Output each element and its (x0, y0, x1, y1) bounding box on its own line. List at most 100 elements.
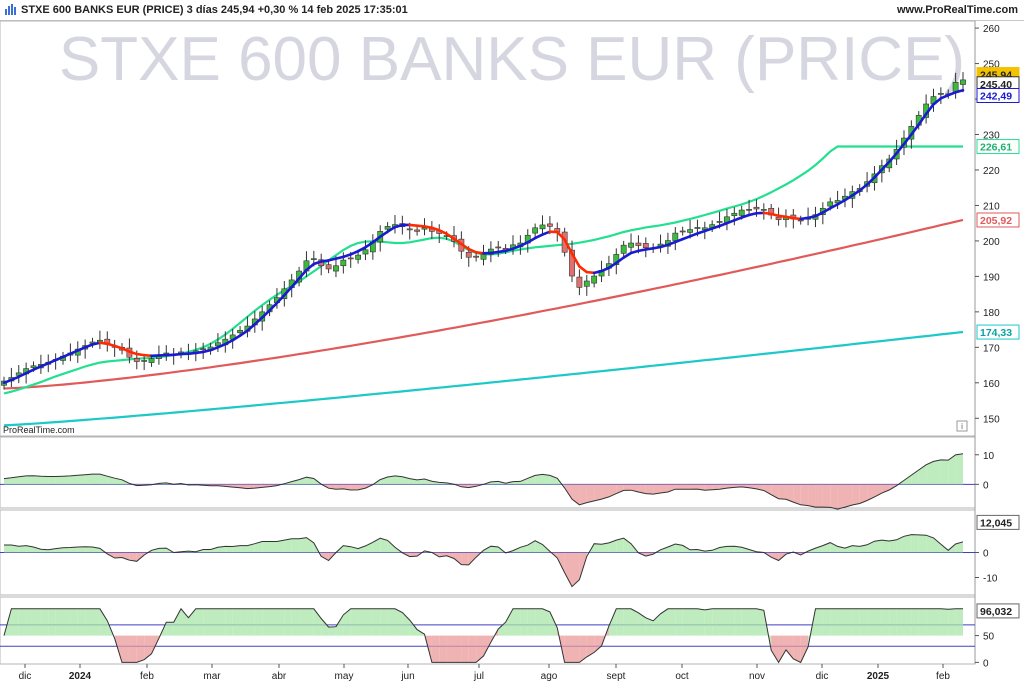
price-tick-label: 160 (983, 379, 1000, 390)
ma-fast-segment (843, 194, 854, 202)
osc-fill (682, 608, 691, 636)
price-axis[interactable]: 150160170180190200210220230240250260010-… (975, 24, 1000, 669)
osc-fill (483, 635, 491, 656)
osc-fill (933, 459, 941, 485)
osc-fill (616, 484, 624, 494)
osc-line (3, 453, 964, 510)
osc-fill (505, 608, 514, 636)
osc-fill (48, 476, 56, 485)
osc-fill (468, 552, 477, 565)
osc-fill (918, 464, 927, 485)
osc-fill (852, 545, 860, 553)
osc-fill (402, 476, 410, 485)
osc-fill (4, 545, 12, 553)
ma-fast-segment (563, 238, 574, 255)
osc-fill (903, 534, 912, 553)
price-tick-label: 150 (983, 414, 1000, 425)
osc-fill (579, 484, 587, 505)
osc-fill (690, 608, 698, 636)
osc-fill (394, 608, 403, 636)
osc-tick-label: 50 (983, 632, 995, 643)
chart-area[interactable]: STXE 600 BANKS EUR (PRICE) ProRealTime.c… (0, 20, 1024, 683)
prorealtime-logo-icon (5, 4, 16, 15)
ma-fast-segment (570, 252, 581, 268)
osc-fill (889, 608, 897, 636)
time-tick-label: jun (400, 671, 414, 682)
ma-fast-segment (814, 211, 825, 218)
watermark-title: STXE 600 BANKS EUR (PRICE) (59, 25, 965, 94)
ma-fast-segment (718, 221, 729, 228)
osc-fill (11, 476, 19, 485)
osc-fill (955, 608, 963, 636)
osc-fill (712, 484, 720, 490)
ma-vlong-path (3, 330, 964, 427)
oscillator-3-panel (0, 607, 975, 664)
price-tick-label: 190 (983, 272, 1000, 283)
osc-fill (653, 484, 661, 495)
oscillator-2-panel (0, 534, 975, 588)
osc-fill (63, 547, 71, 553)
price-tag-label: 245,40 (980, 79, 1012, 91)
osc-fill (830, 484, 838, 510)
time-tick-label: abr (272, 671, 287, 682)
osc-fill (918, 608, 927, 636)
osc-fill (741, 608, 750, 636)
time-tick-label: mar (203, 671, 221, 682)
osc-fill (557, 552, 565, 573)
info-icon[interactable] (956, 420, 968, 432)
osc-fill (254, 541, 263, 553)
osc-fill (350, 608, 359, 636)
osc-fill (926, 608, 934, 636)
ma-fast-segment (733, 216, 743, 222)
ma-fast-segment (622, 251, 633, 259)
price-tag-label: 242,49 (980, 90, 1012, 102)
osc-fill (763, 484, 772, 495)
osc-fill (778, 484, 786, 500)
osc-fill (225, 546, 233, 553)
osc-fill (756, 608, 764, 636)
osc-fill (225, 608, 233, 636)
osc-fill (387, 475, 395, 485)
osc-fill (70, 608, 78, 636)
osc-fill (92, 608, 100, 636)
osc-fill (136, 635, 145, 663)
osc-fill (785, 635, 794, 659)
osc-fill (903, 475, 912, 485)
osc-fill (572, 552, 580, 587)
osc-fill (203, 608, 211, 636)
time-tick-label: dic (816, 671, 829, 682)
price-tag-label: 12,045 (980, 517, 1012, 529)
ma-fast-segment (873, 168, 884, 179)
ma-fast-segment (224, 338, 234, 346)
osc-fill (306, 537, 314, 553)
osc-tick-label: 0 (983, 549, 989, 560)
osc-fill (232, 545, 241, 553)
osc-fill (911, 534, 919, 553)
candle-body (384, 226, 391, 230)
candle-body (569, 249, 575, 277)
candlesticks (1, 72, 966, 390)
osc-fill (513, 481, 521, 485)
osc-fill (542, 474, 550, 485)
osc-fill (940, 459, 949, 485)
osc-fill (867, 608, 875, 636)
grid-lines (0, 20, 976, 665)
site-link[interactable]: www.ProRealTime.com (896, 4, 1018, 16)
osc-fill (697, 608, 705, 636)
osc-fill (734, 608, 742, 636)
candle-body (215, 342, 221, 347)
osc-fill (616, 608, 624, 636)
time-axis[interactable]: dic 2024 feb mar abr may jun jul ago sept oct nov di… (19, 664, 951, 682)
osc-fill (195, 608, 204, 636)
osc-fill (380, 538, 388, 553)
osc-fill (48, 608, 56, 636)
osc-fill (394, 475, 403, 485)
osc-fill (343, 545, 351, 553)
osc-fill (778, 635, 786, 663)
candle-body (694, 227, 701, 229)
osc-fill (431, 481, 440, 485)
ma-fast-segment (246, 322, 257, 332)
osc-fill (572, 635, 580, 663)
osc-fill (881, 540, 890, 553)
ma-fast-segment (437, 228, 448, 236)
